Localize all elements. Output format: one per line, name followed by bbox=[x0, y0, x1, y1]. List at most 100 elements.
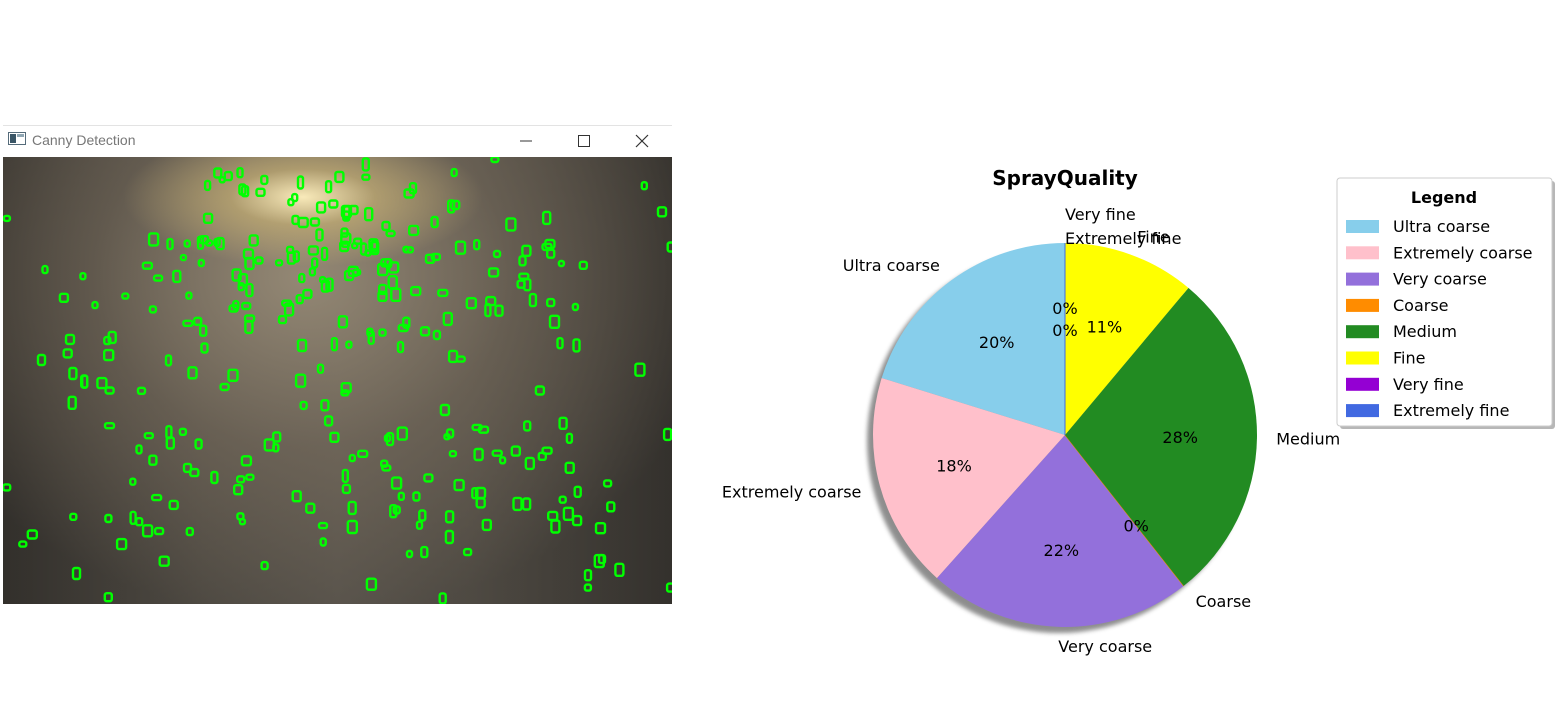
pie-percent-label: 0% bbox=[1124, 517, 1149, 536]
maximize-button[interactable] bbox=[561, 126, 607, 156]
droplet-detection-box bbox=[240, 185, 250, 198]
legend-swatch bbox=[1346, 272, 1379, 286]
droplet-detection-box bbox=[315, 201, 327, 214]
droplet-detection-box bbox=[227, 368, 239, 383]
window-titlebar[interactable]: Canny Detection bbox=[3, 125, 672, 157]
droplet-detection-box bbox=[473, 447, 484, 462]
droplet-detection-box bbox=[357, 449, 369, 458]
droplet-detection-box bbox=[340, 389, 350, 397]
droplet-detection-box bbox=[602, 479, 613, 488]
droplet-detection-box bbox=[640, 181, 648, 191]
droplet-detection-box bbox=[523, 277, 532, 292]
droplet-detection-box bbox=[141, 524, 154, 538]
droplet-detection-box bbox=[223, 170, 234, 182]
legend-entry-label: Coarse bbox=[1393, 296, 1449, 315]
droplet-detection-box bbox=[444, 529, 455, 545]
droplet-detection-box bbox=[311, 257, 319, 269]
droplet-detection-box bbox=[213, 167, 223, 179]
droplet-detection-box bbox=[454, 240, 467, 255]
droplet-detection-box bbox=[389, 504, 398, 519]
droplet-detection-box bbox=[388, 261, 400, 274]
droplet-detection-box bbox=[147, 232, 160, 247]
droplet-detection-box bbox=[594, 522, 607, 535]
droplet-detection-box bbox=[361, 173, 371, 181]
droplet-detection-box bbox=[455, 355, 466, 363]
droplet-detection-box bbox=[71, 566, 82, 581]
droplet-detection-box bbox=[583, 583, 593, 592]
droplet-detection-box bbox=[96, 376, 108, 390]
pie-category-label: Medium bbox=[1276, 429, 1340, 448]
pie-slice-ultra-coarse bbox=[881, 243, 1065, 435]
droplet-detection-box bbox=[439, 403, 451, 417]
droplet-detection-box bbox=[320, 246, 329, 262]
droplet-detection-box bbox=[448, 450, 458, 458]
droplet-detection-box bbox=[179, 253, 188, 262]
legend-title: Legend bbox=[1411, 188, 1477, 207]
droplet-detection-box bbox=[309, 217, 321, 227]
droplet-detection-box bbox=[548, 314, 561, 330]
droplet-detection-box bbox=[26, 529, 38, 540]
droplet-detection-box bbox=[450, 167, 458, 178]
droplet-detection-box bbox=[556, 336, 564, 350]
minimize-icon bbox=[520, 140, 532, 142]
droplet-detection-box bbox=[484, 302, 492, 318]
pie-slice-medium bbox=[1065, 287, 1258, 586]
droplet-detection-box bbox=[62, 348, 73, 359]
legend-box bbox=[1336, 177, 1553, 427]
canny-detection-window: Canny Detection bbox=[3, 125, 672, 604]
pie-category-label: Ultra coarse bbox=[843, 256, 940, 275]
close-button[interactable] bbox=[619, 126, 665, 156]
droplet-detection-box bbox=[255, 187, 266, 197]
pie-percent-label: 22% bbox=[1044, 541, 1080, 560]
droplet-detection-box bbox=[328, 199, 339, 209]
droplet-detection-box bbox=[324, 180, 333, 194]
droplet-detection-box bbox=[245, 473, 255, 481]
droplet-detection-box bbox=[283, 302, 295, 317]
droplet-detection-box bbox=[178, 427, 188, 436]
droplet-detection-box bbox=[606, 501, 616, 513]
droplet-detection-box bbox=[346, 519, 358, 535]
droplet-detection-box bbox=[348, 453, 356, 463]
droplet-detection-box bbox=[103, 422, 116, 430]
droplet-detection-box bbox=[402, 316, 411, 329]
droplet-detection-box bbox=[364, 207, 374, 222]
droplet-detection-box bbox=[347, 500, 357, 516]
droplet-detection-box bbox=[345, 340, 353, 349]
droplet-detection-box bbox=[397, 491, 405, 501]
droplet-detection-box bbox=[305, 502, 316, 514]
droplet-detection-box bbox=[198, 324, 208, 337]
droplet-detection-box bbox=[115, 537, 128, 551]
droplet-detection-box bbox=[240, 301, 252, 311]
pie-percent-label: 20% bbox=[979, 333, 1015, 352]
droplet-detection-box bbox=[420, 545, 429, 559]
droplet-detection-box bbox=[194, 438, 203, 450]
legend-swatch bbox=[1346, 220, 1379, 233]
droplet-detection-box bbox=[544, 238, 556, 250]
droplet-detection-box bbox=[381, 220, 391, 232]
droplet-detection-box bbox=[405, 549, 414, 559]
droplet-detection-box bbox=[444, 510, 455, 524]
pie-percent-label: 0% bbox=[1052, 299, 1077, 318]
droplet-detection-box bbox=[103, 335, 112, 346]
legend-entry-label: Extremely fine bbox=[1393, 401, 1509, 420]
droplet-detection-box bbox=[285, 245, 295, 255]
pie-category-label: Coarse bbox=[1196, 592, 1252, 611]
maximize-icon bbox=[578, 135, 590, 147]
droplet-detection-box bbox=[238, 518, 247, 526]
droplet-detection-box bbox=[546, 297, 556, 308]
droplet-detection-box bbox=[272, 443, 280, 453]
droplet-detection-box bbox=[104, 513, 113, 524]
droplet-detection-box bbox=[359, 242, 368, 256]
droplet-detection-box bbox=[546, 248, 556, 259]
legend-swatch bbox=[1346, 404, 1379, 418]
droplet-detection-box bbox=[490, 157, 500, 164]
droplet-detection-box bbox=[528, 292, 538, 308]
droplet-detection-box bbox=[341, 468, 349, 484]
droplet-detection-box bbox=[571, 302, 580, 312]
droplet-detection-box bbox=[319, 537, 327, 547]
droplet-detection-box bbox=[153, 526, 165, 536]
droplet-detection-box bbox=[521, 497, 532, 511]
minimize-button[interactable] bbox=[503, 126, 549, 156]
droplet-detection-box bbox=[564, 461, 575, 474]
pie-category-label: Fine bbox=[1137, 228, 1169, 247]
